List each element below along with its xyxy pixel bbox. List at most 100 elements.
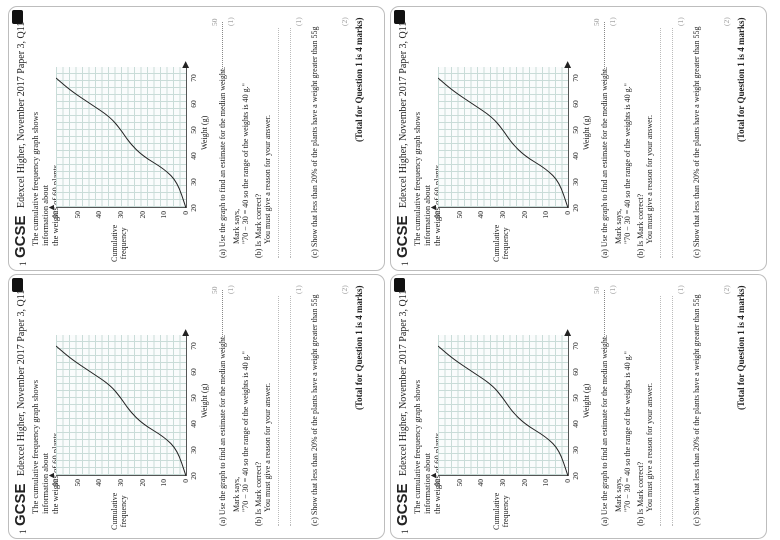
part-a-answer-line[interactable]: [222, 22, 223, 82]
x-tick-label: 50: [571, 394, 580, 402]
part-c-marks: (2): [722, 285, 731, 294]
x-tick-label: 20: [189, 472, 198, 480]
y-tick-label: 20: [137, 479, 147, 487]
intro-line-1: The cumulative frequency graph shows inf…: [412, 111, 432, 246]
y-tick-label: 20: [519, 211, 529, 219]
part-c-question: (c) Show that less than 20% of the plant…: [692, 294, 701, 527]
x-tick-label: 70: [189, 74, 198, 82]
y-tick-label: 40: [476, 479, 486, 487]
part-b-answer-line-2[interactable]: [672, 28, 673, 258]
curve-line: [438, 345, 568, 476]
part-b-answer-line-2[interactable]: [290, 28, 291, 258]
gcse-label: GCSE: [12, 483, 29, 526]
part-b-answer-line-1[interactable]: [660, 296, 661, 526]
x-axis-label: Weight (g): [200, 115, 209, 150]
intro-line-1: The cumulative frequency graph shows inf…: [30, 111, 50, 246]
x-tick-label: 20: [571, 204, 580, 212]
y-label-line-1: Cumulative: [492, 492, 501, 530]
part-a-answer-line[interactable]: [604, 22, 605, 82]
x-tick-label: 50: [189, 394, 198, 402]
mark-says-text: Mark says, "70 − 30 = 40 so the range of…: [614, 351, 632, 512]
x-tick-label: 40: [571, 420, 580, 428]
y-label-line-1: Cumulative: [110, 492, 119, 530]
part-b-question: (b) Is Mark correct? You must give a rea…: [636, 115, 654, 258]
part-b-answer-line-2[interactable]: [290, 296, 291, 526]
part-a-answer-line[interactable]: [604, 290, 605, 350]
part-b-text: (b) Is Mark correct?: [254, 461, 263, 526]
cumulative-frequency-curve: [438, 77, 568, 208]
worksheet-rotated: 1 GCSE Edexcel Higher, November 2017 Pap…: [392, 7, 766, 270]
part-b-answer-line-1[interactable]: [278, 28, 279, 258]
part-c-question: (c) Show that less than 20% of the plant…: [310, 26, 319, 259]
part-b-marks: (1): [676, 285, 685, 294]
mark-says-text: Mark says, "70 − 30 = 40 so the range of…: [232, 83, 250, 244]
mark-says-line-2: "70 − 30 = 40 so the range of the weight…: [623, 351, 632, 512]
question-number: 1: [400, 529, 410, 535]
curve-line: [56, 345, 186, 476]
x-tick-label: 70: [571, 74, 580, 82]
y-tick-label: 50: [454, 479, 464, 487]
part-b-answer-line-1[interactable]: [278, 296, 279, 526]
part-a-question: (a) Use the graph to find an estimate fo…: [218, 66, 227, 258]
y-tick-label: 50: [454, 211, 464, 219]
question-number: 1: [400, 261, 410, 267]
part-a-question: (a) Use the graph to find an estimate fo…: [600, 66, 609, 258]
x-tick-label: 20: [571, 472, 580, 480]
x-axis-label: Weight (g): [582, 383, 591, 418]
part-b-marks: (1): [676, 17, 685, 26]
y-tick-label: 30: [116, 479, 125, 487]
worksheet-rotated: 1 GCSE Edexcel Higher, November 2017 Pap…: [10, 275, 384, 538]
x-tick-label: 50: [189, 126, 198, 134]
y-axis-label: Cumulative frequency: [492, 493, 510, 530]
x-tick-label: 40: [189, 420, 198, 428]
x-tick-label: 40: [189, 152, 198, 160]
part-b-question: (b) Is Mark correct? You must give a rea…: [254, 115, 272, 258]
mark-says-line-1: Mark says,: [614, 208, 623, 244]
mark-says-line-2: "70 − 30 = 40 so the range of the weight…: [623, 83, 632, 244]
part-a-marks: (1): [608, 17, 617, 26]
total-marks: (Total for Question 1 is 4 marks): [736, 17, 746, 142]
mark-says-text: Mark says, "70 − 30 = 40 so the range of…: [614, 83, 632, 244]
y-label-line-1: Cumulative: [492, 224, 501, 262]
x-tick-label: 70: [189, 342, 198, 350]
x-tick-label: 30: [571, 446, 580, 454]
x-tick-label: 30: [571, 178, 580, 186]
question-number: 1: [18, 529, 28, 535]
y-tick-label: 10: [541, 479, 551, 487]
y-label-line-2: frequency: [119, 227, 128, 260]
part-b-text: (b) Is Mark correct?: [636, 193, 645, 258]
y-label-line-2: frequency: [501, 227, 510, 260]
y-tick-label: 20: [519, 479, 529, 487]
worksheet-rotated: 1 GCSE Edexcel Higher, November 2017 Pap…: [10, 7, 384, 270]
worksheet-rotated: 1 GCSE Edexcel Higher, November 2017 Pap…: [392, 275, 766, 538]
y-tick-label: 10: [159, 211, 169, 219]
x-tick-label: 30: [189, 446, 198, 454]
part-b-answer-line-2[interactable]: [672, 296, 673, 526]
part-a-marks: (1): [226, 285, 235, 294]
part-a-answer-hint: 50: [592, 18, 601, 27]
mark-says-line-2: "70 − 30 = 40 so the range of the weight…: [241, 83, 250, 244]
part-a-answer-line[interactable]: [222, 290, 223, 350]
x-tick-label: 40: [571, 152, 580, 160]
y-tick-label: 60: [433, 479, 442, 487]
y-tick-label: 30: [116, 211, 125, 219]
y-tick-label: 20: [137, 211, 147, 219]
y-label-line-1: Cumulative: [110, 224, 119, 262]
mark-says-line-1: Mark says,: [614, 476, 623, 512]
part-b-answer-line-1[interactable]: [660, 28, 661, 258]
curve-line: [438, 77, 568, 208]
part-b-marks: (1): [294, 285, 303, 294]
part-c-question: (c) Show that less than 20% of the plant…: [692, 26, 701, 259]
x-tick-label: 60: [571, 100, 580, 108]
source-title: Edexcel Higher, November 2017 Paper 3, Q…: [398, 289, 409, 476]
gcse-label: GCSE: [394, 215, 411, 258]
y-label-line-2: frequency: [501, 495, 510, 528]
x-tick-label: 60: [189, 100, 198, 108]
part-a-answer-hint: 50: [210, 286, 219, 295]
total-marks: (Total for Question 1 is 4 marks): [354, 285, 364, 410]
part-b-question: (b) Is Mark correct? You must give a rea…: [254, 383, 272, 526]
part-c-marks: (2): [340, 17, 349, 26]
x-axis-arrow-icon: ▶: [180, 61, 190, 68]
y-label-line-2: frequency: [119, 495, 128, 528]
y-axis-label: Cumulative frequency: [110, 493, 128, 530]
